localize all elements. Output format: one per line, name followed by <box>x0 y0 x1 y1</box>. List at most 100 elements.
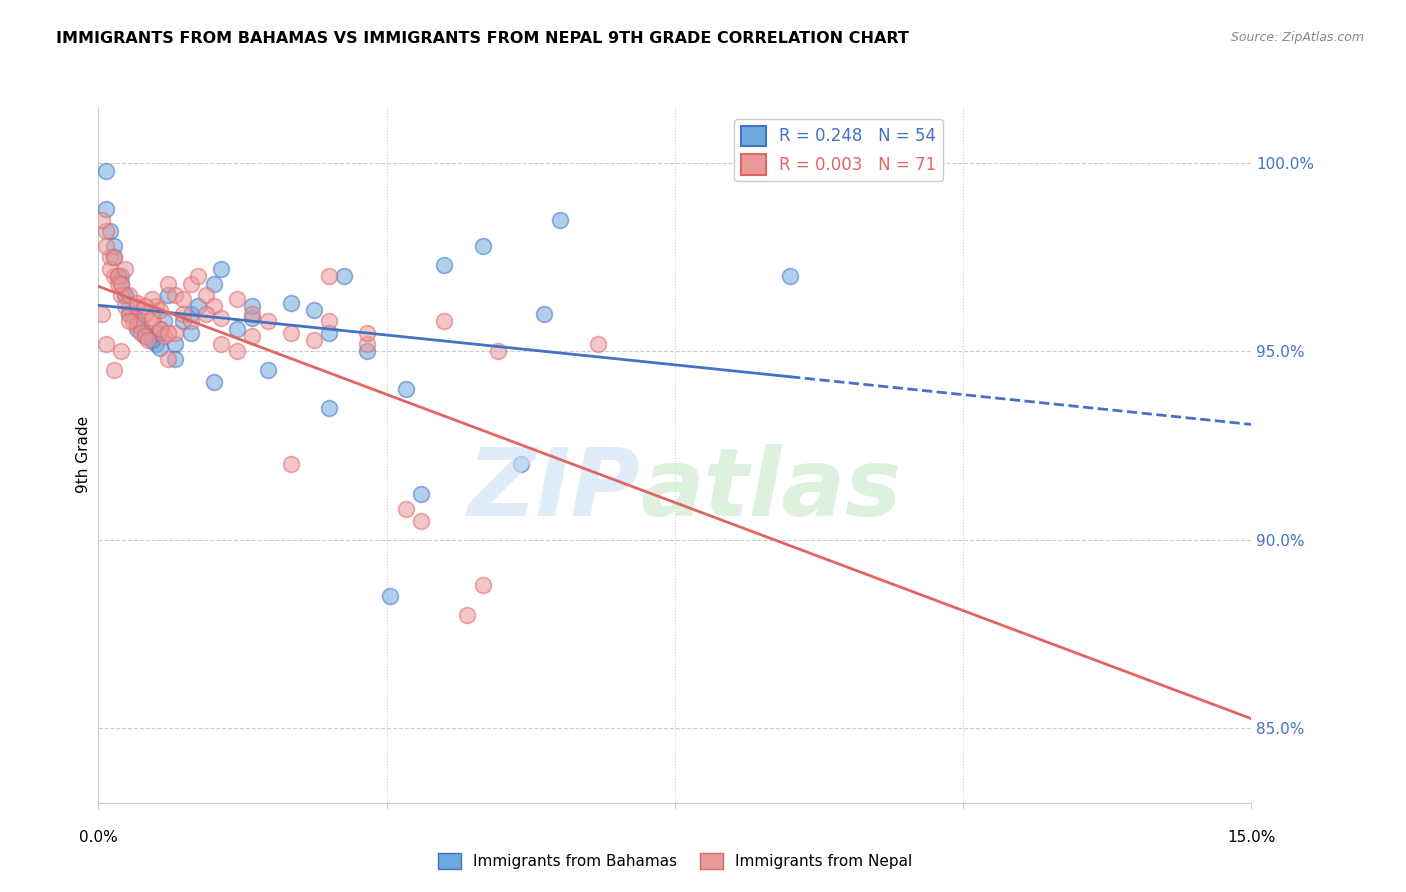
Point <box>118 299 141 313</box>
Point <box>280 326 302 340</box>
Point <box>149 303 172 318</box>
Point <box>114 261 136 276</box>
Point <box>395 502 418 516</box>
Point <box>240 310 263 325</box>
Text: Source: ZipAtlas.com: Source: ZipAtlas.com <box>1230 31 1364 45</box>
Point <box>122 314 145 328</box>
Point <box>180 314 202 328</box>
Point <box>240 299 263 313</box>
Point <box>356 344 378 359</box>
Point <box>225 322 247 336</box>
Point <box>91 307 114 321</box>
Y-axis label: 9th Grade: 9th Grade <box>76 417 91 493</box>
Point <box>456 607 478 622</box>
Point <box>110 344 132 359</box>
Point <box>103 239 125 253</box>
Point <box>433 314 456 328</box>
Point <box>152 329 174 343</box>
Point <box>156 288 179 302</box>
Point <box>533 307 555 321</box>
Point <box>107 277 129 291</box>
Point <box>156 277 179 291</box>
Point <box>356 337 378 351</box>
Point <box>180 326 202 340</box>
Point <box>165 337 187 351</box>
Point <box>118 307 141 321</box>
Point <box>471 577 494 591</box>
Point <box>256 363 278 377</box>
Point <box>433 258 456 272</box>
Point <box>195 288 218 302</box>
Point <box>202 299 225 313</box>
Point <box>486 344 509 359</box>
Point <box>107 269 129 284</box>
Point <box>165 351 187 366</box>
Point <box>187 299 209 313</box>
Point <box>141 333 163 347</box>
Point <box>240 307 263 321</box>
Point <box>318 401 340 415</box>
Point <box>225 292 247 306</box>
Point <box>118 314 141 328</box>
Point <box>138 329 160 343</box>
Point <box>318 269 340 284</box>
Point <box>125 322 148 336</box>
Point <box>110 288 132 302</box>
Point <box>302 303 325 318</box>
Point <box>134 329 156 343</box>
Text: ZIP: ZIP <box>467 443 640 536</box>
Point <box>103 251 125 265</box>
Point <box>318 314 340 328</box>
Point <box>114 288 136 302</box>
Point <box>91 212 114 227</box>
Text: 15.0%: 15.0% <box>1227 830 1275 845</box>
Point <box>129 326 152 340</box>
Point <box>172 307 194 321</box>
Point <box>510 458 533 472</box>
Point <box>209 310 232 325</box>
Point <box>256 314 278 328</box>
Point <box>202 277 225 291</box>
Point <box>172 292 194 306</box>
Point <box>356 326 378 340</box>
Point <box>187 269 209 284</box>
Point <box>134 329 156 343</box>
Point <box>94 337 117 351</box>
Point <box>302 333 325 347</box>
Point <box>209 261 232 276</box>
Point <box>380 589 402 603</box>
Point <box>134 307 156 321</box>
Point <box>125 299 148 313</box>
Point <box>141 292 163 306</box>
Point <box>471 239 494 253</box>
Point <box>172 314 194 328</box>
Point <box>779 269 801 284</box>
Point <box>125 314 148 328</box>
Point <box>165 288 187 302</box>
Legend: Immigrants from Bahamas, Immigrants from Nepal: Immigrants from Bahamas, Immigrants from… <box>432 847 918 875</box>
Point <box>103 251 125 265</box>
Point <box>152 314 174 328</box>
Text: atlas: atlas <box>640 443 901 536</box>
Point <box>134 326 156 340</box>
Point <box>318 326 340 340</box>
Point <box>94 202 117 216</box>
Point <box>122 307 145 321</box>
Point <box>145 299 167 313</box>
Point <box>129 318 152 333</box>
Point <box>149 322 172 336</box>
Point <box>586 337 609 351</box>
Point <box>118 307 141 321</box>
Point <box>141 310 163 325</box>
Point <box>149 322 172 336</box>
Point <box>141 333 163 347</box>
Point <box>138 333 160 347</box>
Point <box>333 269 356 284</box>
Point <box>280 295 302 310</box>
Point <box>240 329 263 343</box>
Point <box>134 299 156 313</box>
Point <box>94 224 117 238</box>
Point <box>110 269 132 284</box>
Point <box>94 164 117 178</box>
Point <box>180 307 202 321</box>
